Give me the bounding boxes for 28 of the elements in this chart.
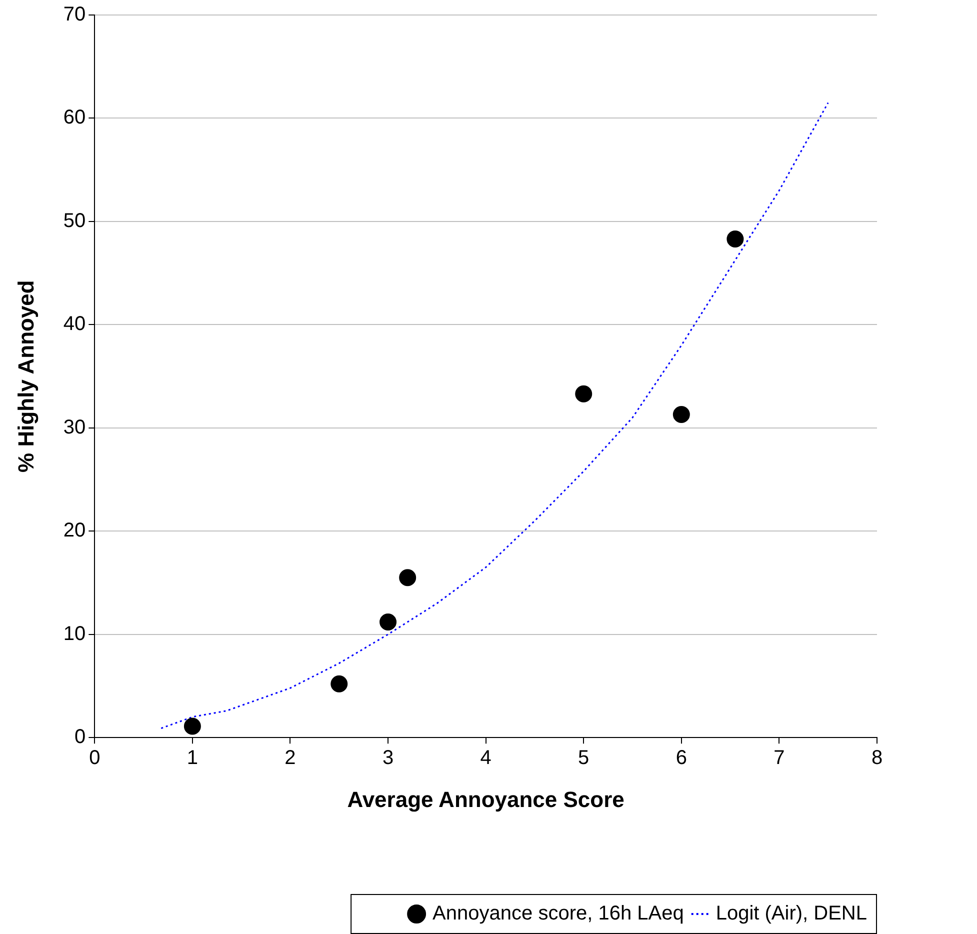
point [672, 406, 690, 423]
x-tick-label: 4 [480, 747, 492, 770]
x-tick-label: 1 [186, 747, 198, 770]
y-tick-label: 10 [63, 622, 86, 645]
legend-label: Annoyance score, 16h LAeq [432, 902, 684, 925]
y-tick-label: 60 [63, 106, 86, 129]
point [726, 230, 744, 248]
x-tick-label: 6 [676, 747, 687, 770]
y-tick-label: 40 [63, 313, 86, 336]
point [575, 385, 592, 402]
y-tick-label: 70 [63, 4, 86, 26]
x-tick-label: 7 [774, 747, 785, 770]
x-tick-label: 3 [382, 747, 394, 770]
point [330, 675, 348, 692]
y-tick-label: 0 [74, 726, 86, 748]
y-tick-label: 20 [63, 520, 86, 542]
x-tick-label: 2 [284, 747, 296, 770]
x-axis-title: Average Annoyance Score [347, 786, 624, 812]
x-tick-label: 5 [578, 747, 590, 770]
point [399, 569, 416, 586]
point [380, 613, 397, 630]
x-tick-label: 8 [871, 747, 883, 770]
y-axis-title: % Highly Annoyed [13, 280, 38, 472]
y-tick-label: 50 [63, 210, 86, 232]
legend-label: Logit (Air), DENL [716, 902, 868, 925]
point [184, 718, 201, 735]
x-tick-label: 0 [89, 747, 100, 770]
y-tick-label: 30 [63, 416, 86, 438]
